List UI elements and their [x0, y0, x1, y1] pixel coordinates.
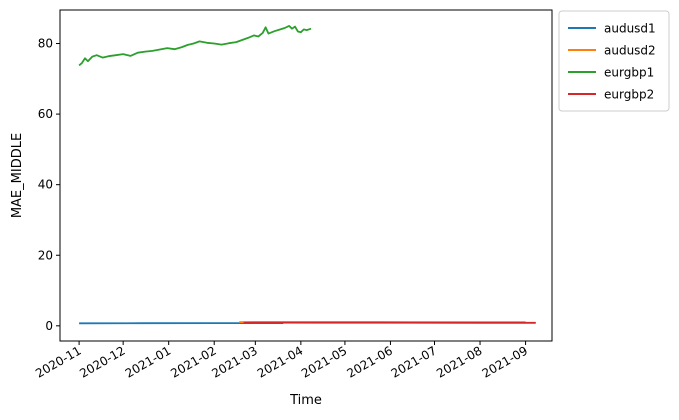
- x-tick-label: 2021-04: [255, 343, 305, 380]
- legend-label-eurgbp1: eurgbp1: [604, 66, 654, 80]
- x-tick-label: 2021-06: [345, 343, 395, 380]
- y-axis-label: MAE_MIDDLE: [10, 133, 25, 218]
- x-tick-label: 2021-09: [480, 343, 530, 380]
- x-tick-label: 2021-01: [123, 343, 173, 380]
- x-tick-label: 2020-12: [77, 343, 127, 380]
- legend: audusd1 audusd2 eurgbp1 eurgbp2: [559, 11, 669, 111]
- x-tick-label: 2021-05: [299, 343, 349, 380]
- y-tick-label: 0: [45, 319, 53, 333]
- y-tick-label: 60: [38, 107, 53, 121]
- legend-label-audusd1: audusd1: [604, 22, 656, 36]
- x-tick-label: 2020-11: [33, 343, 83, 380]
- legend-label-audusd2: audusd2: [604, 44, 656, 58]
- x-tick-label: 2021-02: [168, 343, 218, 380]
- y-tick-label: 40: [38, 178, 53, 192]
- y-tick-label: 20: [38, 248, 53, 262]
- x-tick-label: 2021-08: [434, 343, 484, 380]
- x-tick-label: 2021-03: [209, 343, 259, 380]
- x-axis: 2020-112020-122021-012021-022021-032021-…: [33, 341, 530, 381]
- y-tick-label: 80: [38, 37, 53, 51]
- legend-label-eurgbp2: eurgbp2: [604, 88, 654, 102]
- plot-area: [60, 10, 552, 341]
- x-axis-label: Time: [289, 393, 322, 408]
- x-tick-label: 2021-07: [389, 343, 439, 380]
- y-axis: 0 20 40 60 80: [38, 37, 60, 333]
